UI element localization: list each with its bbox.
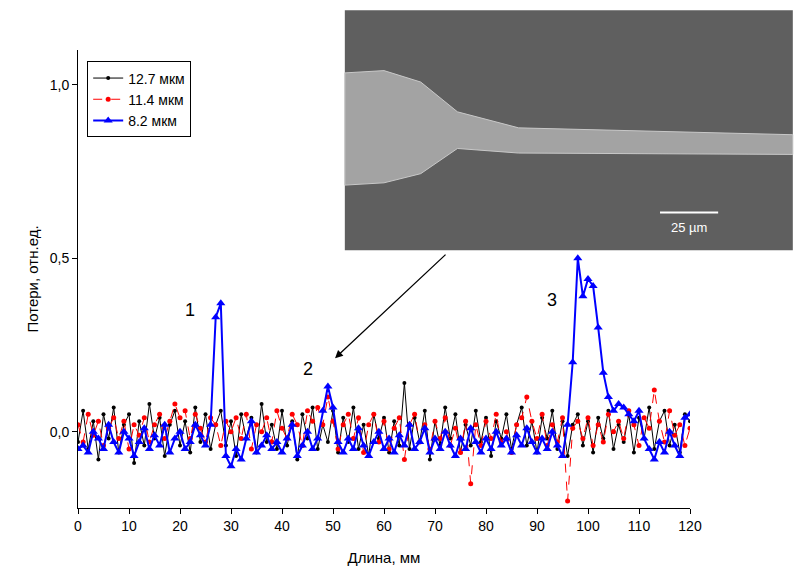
svg-text:11.4 мкм: 11.4 мкм — [128, 92, 183, 108]
svg-text:Длина, мм: Длина, мм — [348, 549, 421, 566]
svg-text:120: 120 — [678, 518, 702, 534]
svg-text:8.2 мкм: 8.2 мкм — [128, 113, 177, 129]
svg-text:0,0: 0,0 — [50, 424, 70, 440]
svg-text:60: 60 — [376, 518, 392, 534]
svg-text:30: 30 — [223, 518, 239, 534]
svg-text:110: 110 — [628, 518, 651, 534]
svg-text:0,5: 0,5 — [50, 250, 70, 266]
svg-text:90: 90 — [529, 518, 545, 534]
svg-text:20: 20 — [172, 518, 188, 534]
svg-text:0: 0 — [74, 518, 82, 534]
svg-text:80: 80 — [478, 518, 494, 534]
svg-text:2: 2 — [303, 359, 313, 379]
svg-text:50: 50 — [325, 518, 341, 534]
svg-text:1,0: 1,0 — [50, 77, 70, 93]
svg-text:1: 1 — [185, 300, 195, 320]
svg-text:3: 3 — [547, 290, 557, 310]
svg-text:Потери, отн.ед.: Потери, отн.ед. — [24, 225, 41, 332]
svg-text:25 µm: 25 µm — [671, 220, 707, 235]
svg-text:40: 40 — [274, 518, 290, 534]
svg-text:12.7 мкм: 12.7 мкм — [128, 71, 185, 87]
svg-text:10: 10 — [121, 518, 137, 534]
svg-text:70: 70 — [427, 518, 443, 534]
svg-text:100: 100 — [576, 518, 600, 534]
